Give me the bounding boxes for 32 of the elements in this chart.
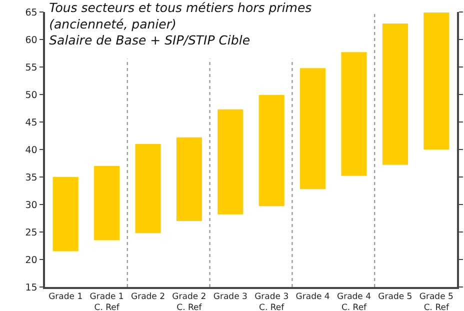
x-tick-label: Grade 5 C. Ref	[419, 292, 454, 311]
y-tick-label: 30	[25, 200, 38, 211]
bar	[258, 95, 284, 206]
bar	[382, 24, 408, 165]
chart-title: Tous secteurs et tous métiers hors primes (ancienneté, panier) Salaire de Base + SIP/STIP Cible	[49, 0, 312, 48]
y-tick-label: 20	[25, 254, 38, 266]
y-tick-label: 15	[25, 282, 38, 294]
y-tick-label: 60	[25, 34, 38, 46]
x-tick-label: Grade 1	[48, 292, 83, 302]
x-tick-label: Grade 2	[130, 292, 166, 302]
y-tick-label: 45	[25, 117, 38, 128]
y-tick-label: 25	[25, 227, 38, 238]
y-tick-label: 50	[25, 90, 38, 101]
bar	[300, 68, 326, 190]
x-tick-label: Grade 4 C. Ref	[336, 292, 372, 311]
bar	[424, 12, 450, 150]
bar	[135, 144, 161, 234]
bar	[218, 109, 244, 214]
y-tick-label: 40	[25, 144, 38, 156]
bar	[94, 166, 120, 240]
y-tick-label: 35	[25, 172, 38, 184]
y-tick-label: 65	[25, 7, 38, 18]
x-tick-label: Grade 3 C. Ref	[254, 292, 289, 311]
bar	[52, 177, 78, 252]
y-tick-label: 55	[25, 62, 38, 74]
x-tick-label: Grade 4	[296, 292, 330, 302]
bar	[176, 137, 202, 221]
x-tick-label: Grade 1 C. Ref	[90, 292, 124, 311]
bar	[341, 52, 367, 176]
x-tick-label: Grade 3	[213, 292, 248, 302]
x-tick-label: Grade 5	[378, 292, 412, 302]
x-tick-label: Grade 2 C. Ref	[172, 292, 206, 311]
